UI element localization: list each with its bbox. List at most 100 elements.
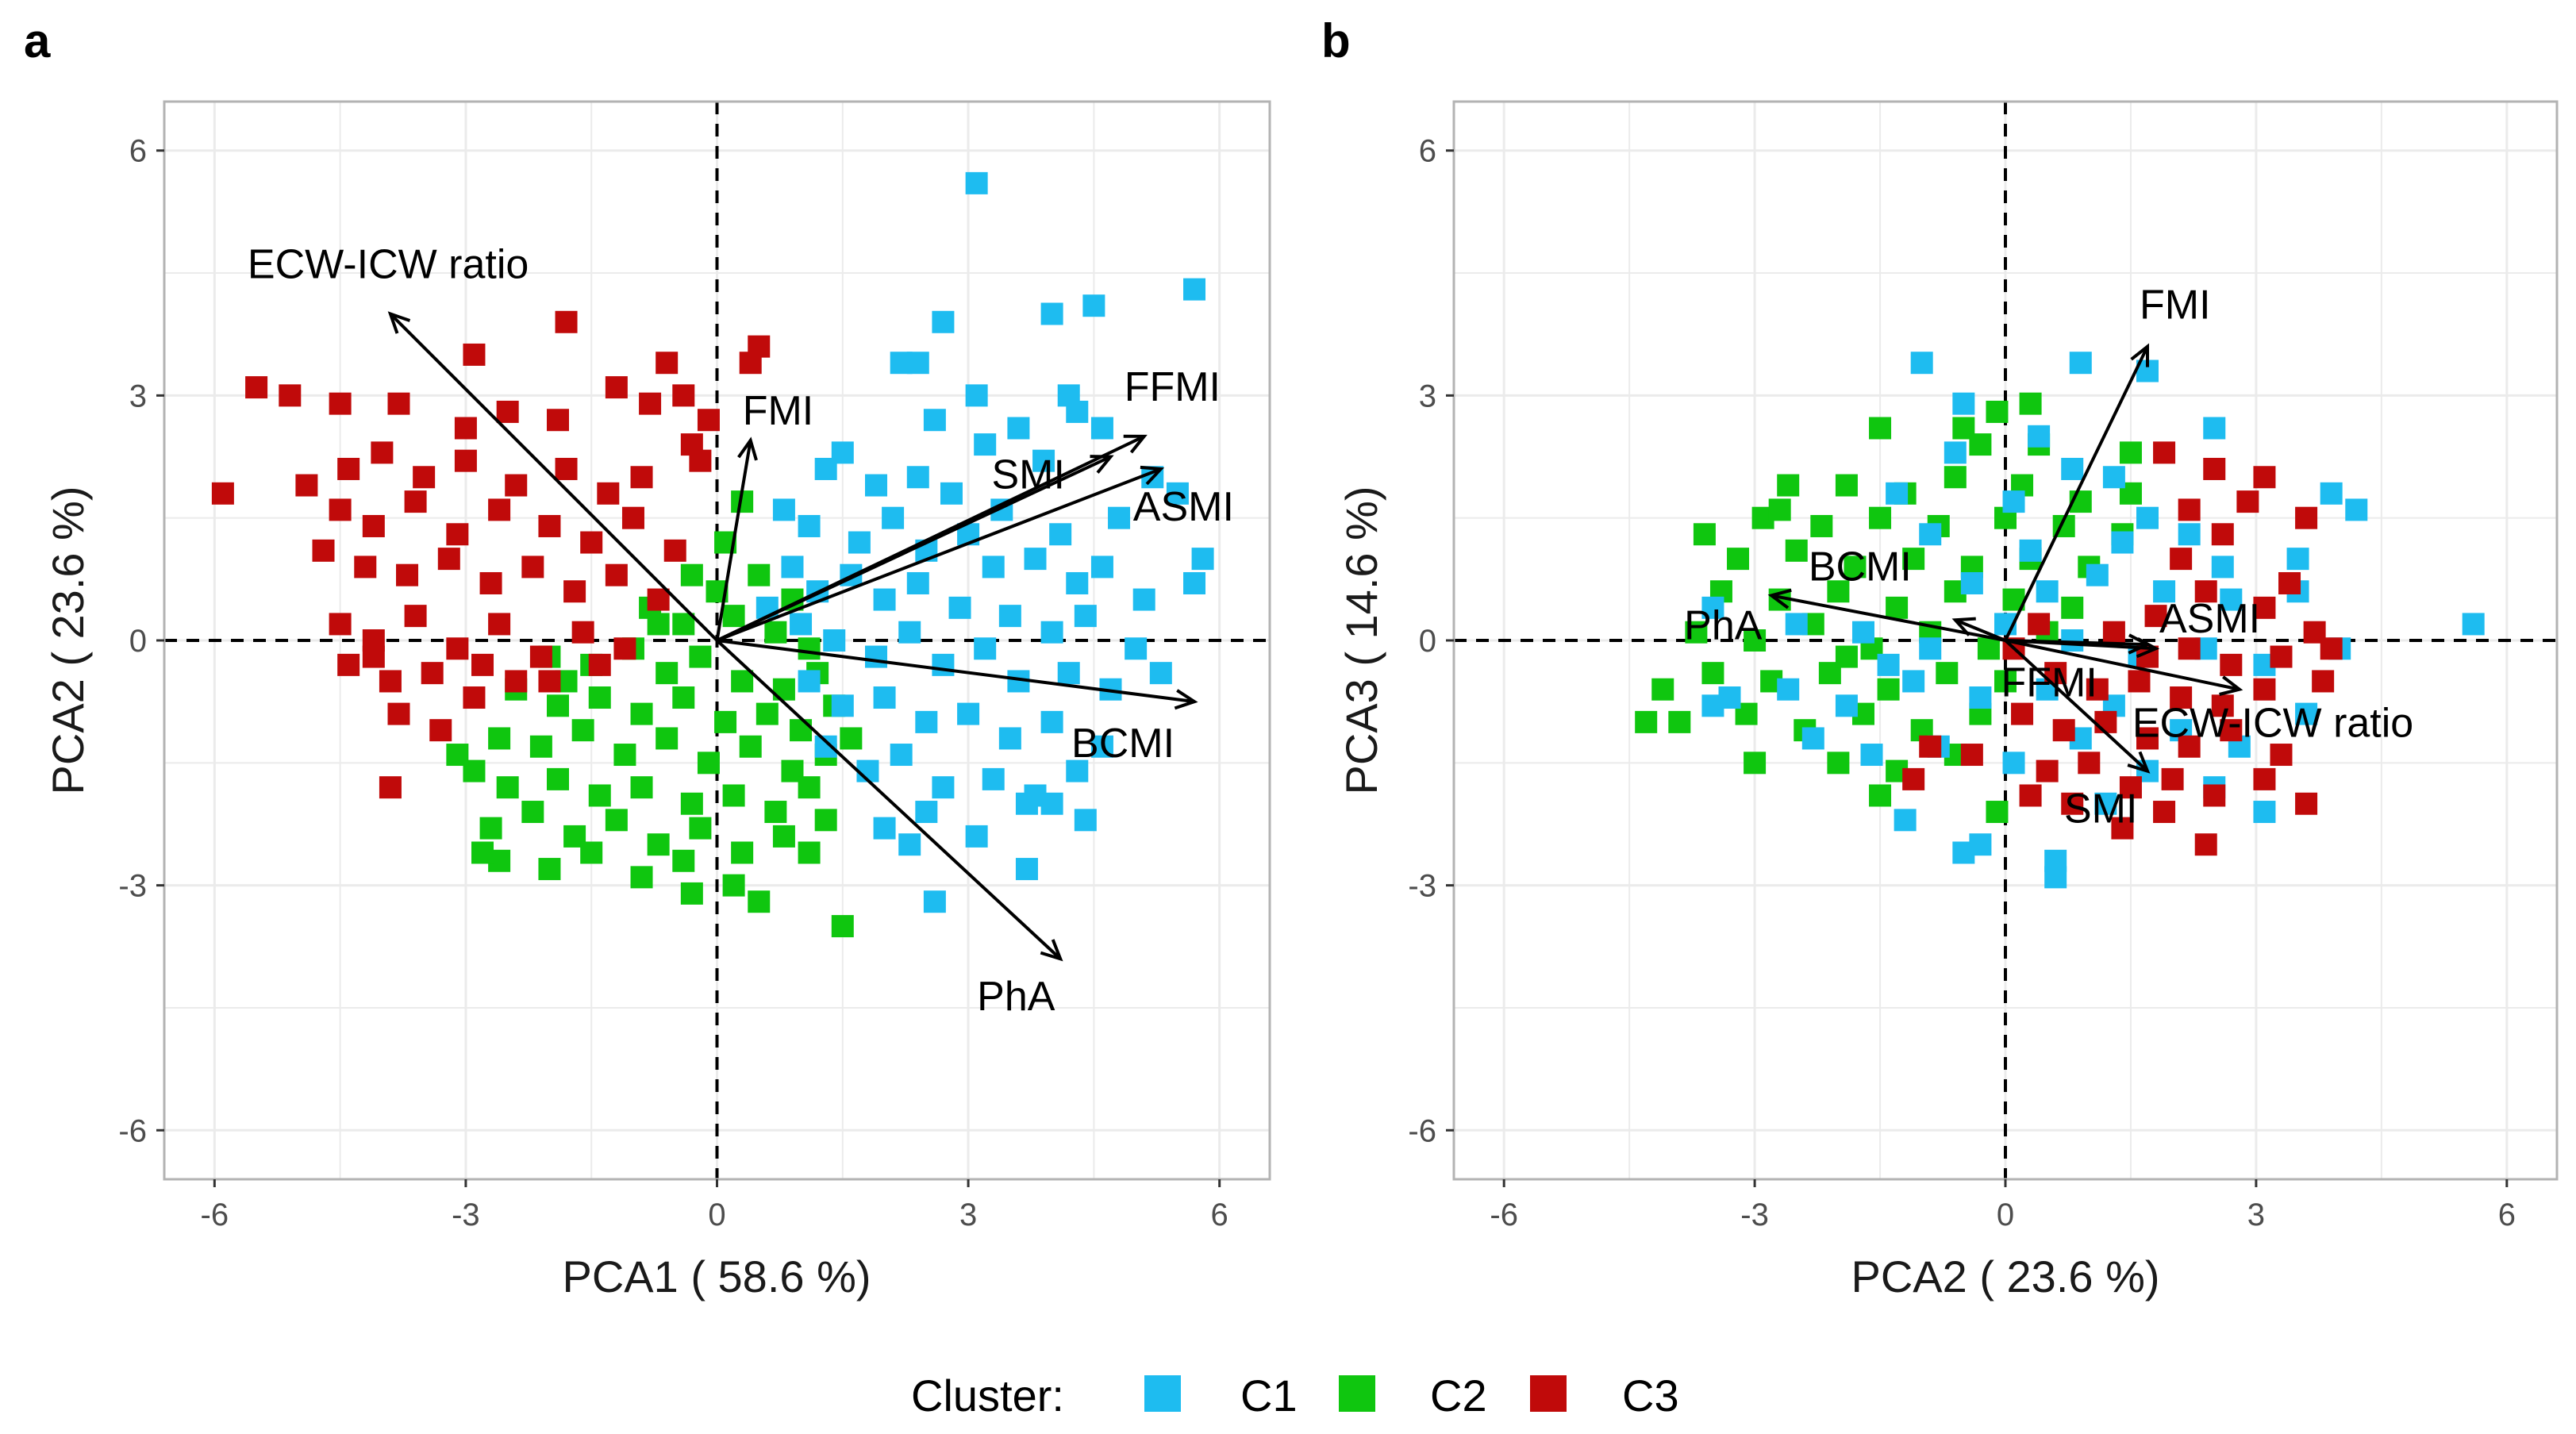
panel-a-x-axis-title: PCA1 ( 58.6 %) (562, 1251, 871, 1301)
point-c1 (1701, 596, 1724, 619)
point-c2 (1969, 433, 1992, 456)
point-c3 (2236, 490, 2259, 513)
point-c1 (2253, 801, 2276, 824)
point-c3 (571, 621, 594, 644)
point-c3 (2312, 670, 2335, 693)
loading-label: PhA (977, 974, 1055, 1020)
point-c1 (1701, 694, 1724, 717)
point-c1 (932, 310, 955, 333)
point-c3 (2253, 678, 2276, 701)
point-c3 (488, 498, 511, 521)
point-c1 (1835, 694, 1858, 717)
point-c3 (446, 637, 469, 660)
point-c2 (1701, 662, 1724, 685)
point-c3 (479, 571, 502, 594)
legend-swatch-c2 (1339, 1375, 1375, 1412)
point-c3 (2011, 702, 2034, 725)
point-c1 (1919, 637, 1942, 660)
point-c1 (1952, 392, 1975, 415)
point-c2 (1977, 637, 2000, 660)
point-c3 (739, 352, 762, 375)
point-c1 (1090, 417, 1113, 440)
point-c1 (2211, 556, 2234, 579)
point-c2 (1785, 539, 1808, 562)
point-c3 (672, 384, 695, 407)
point-c3 (396, 563, 419, 586)
point-c2 (714, 710, 737, 733)
point-c1 (2220, 588, 2243, 611)
point-c3 (329, 498, 352, 521)
loading-arrowhead (1951, 617, 1976, 636)
point-c1 (1183, 278, 1206, 301)
point-c3 (2253, 767, 2276, 790)
point-c3 (379, 670, 402, 693)
point-c3 (697, 409, 720, 432)
panel-a-y-axis-title: PCA2 ( 23.6 %) (43, 486, 93, 794)
x-tick-label: 6 (2498, 1198, 2516, 1232)
point-c3 (689, 449, 712, 472)
point-c2 (613, 744, 636, 767)
point-c3 (555, 310, 578, 333)
loading-arrow (716, 639, 1062, 960)
loading-arrow (2004, 639, 2149, 773)
point-c3 (387, 392, 410, 415)
y-tick-label: -3 (118, 869, 147, 904)
point-c1 (1049, 523, 1072, 546)
point-c2 (546, 694, 569, 717)
x-tick-label: 0 (1997, 1198, 2014, 1232)
point-c2 (1651, 678, 1674, 701)
point-c1 (772, 498, 795, 521)
point-c3 (404, 490, 427, 513)
point-c2 (672, 849, 695, 872)
point-c1 (1015, 858, 1038, 881)
point-c3 (2161, 767, 2184, 790)
point-c1 (1082, 294, 1105, 317)
point-c3 (446, 523, 469, 546)
loading-label: ASMI (1133, 484, 1234, 530)
point-c2 (755, 702, 779, 725)
point-c1 (2086, 563, 2109, 586)
point-c1 (965, 384, 988, 407)
point-c1 (965, 171, 988, 194)
loading-label: PhA (1684, 602, 1763, 648)
point-c1 (1801, 727, 1824, 750)
point-c2 (739, 735, 762, 758)
point-c3 (337, 457, 360, 480)
point-c3 (379, 776, 402, 799)
point-c1 (790, 613, 813, 636)
panel-a-ticks: -6 -6 -3 -3 0 0 3 3 6 6 (118, 134, 1228, 1232)
x-tick-label: 6 (1211, 1198, 1228, 1232)
point-c1 (1090, 735, 1113, 758)
point-c2 (798, 776, 821, 799)
point-c1 (873, 686, 896, 709)
point-c2 (1835, 474, 1858, 497)
point-c1 (1960, 571, 1983, 594)
y-tick-label: 3 (1419, 379, 1436, 413)
point-c1 (2019, 539, 2042, 562)
point-c1 (906, 571, 929, 594)
point-c1 (1015, 792, 1038, 815)
panel-b-ticks: -6 -6 -3 -3 0 0 3 3 6 6 (1408, 134, 2516, 1232)
loading-label: BCMI (1809, 544, 1912, 590)
point-c2 (1835, 645, 1858, 668)
point-c1 (1040, 621, 1063, 644)
point-c1 (2320, 482, 2343, 505)
legend: Cluster: C1 C2 C3 (911, 1371, 1679, 1421)
point-c3 (2178, 637, 2201, 660)
loading-arrow (716, 467, 1162, 642)
point-c1 (890, 744, 913, 767)
point-c3 (454, 449, 477, 472)
point-c2 (680, 882, 703, 905)
point-c2 (731, 670, 754, 693)
point-c2 (1727, 548, 1750, 571)
point-c1 (898, 621, 921, 644)
point-c2 (831, 915, 854, 938)
point-c2 (672, 613, 695, 636)
panel-b-points (1635, 352, 2485, 889)
point-c1 (798, 670, 821, 693)
loading-arrow (1955, 618, 2006, 642)
point-c3 (2136, 727, 2159, 750)
point-c2 (630, 776, 653, 799)
point-c2 (764, 801, 787, 824)
loading-arrowhead (737, 436, 758, 461)
